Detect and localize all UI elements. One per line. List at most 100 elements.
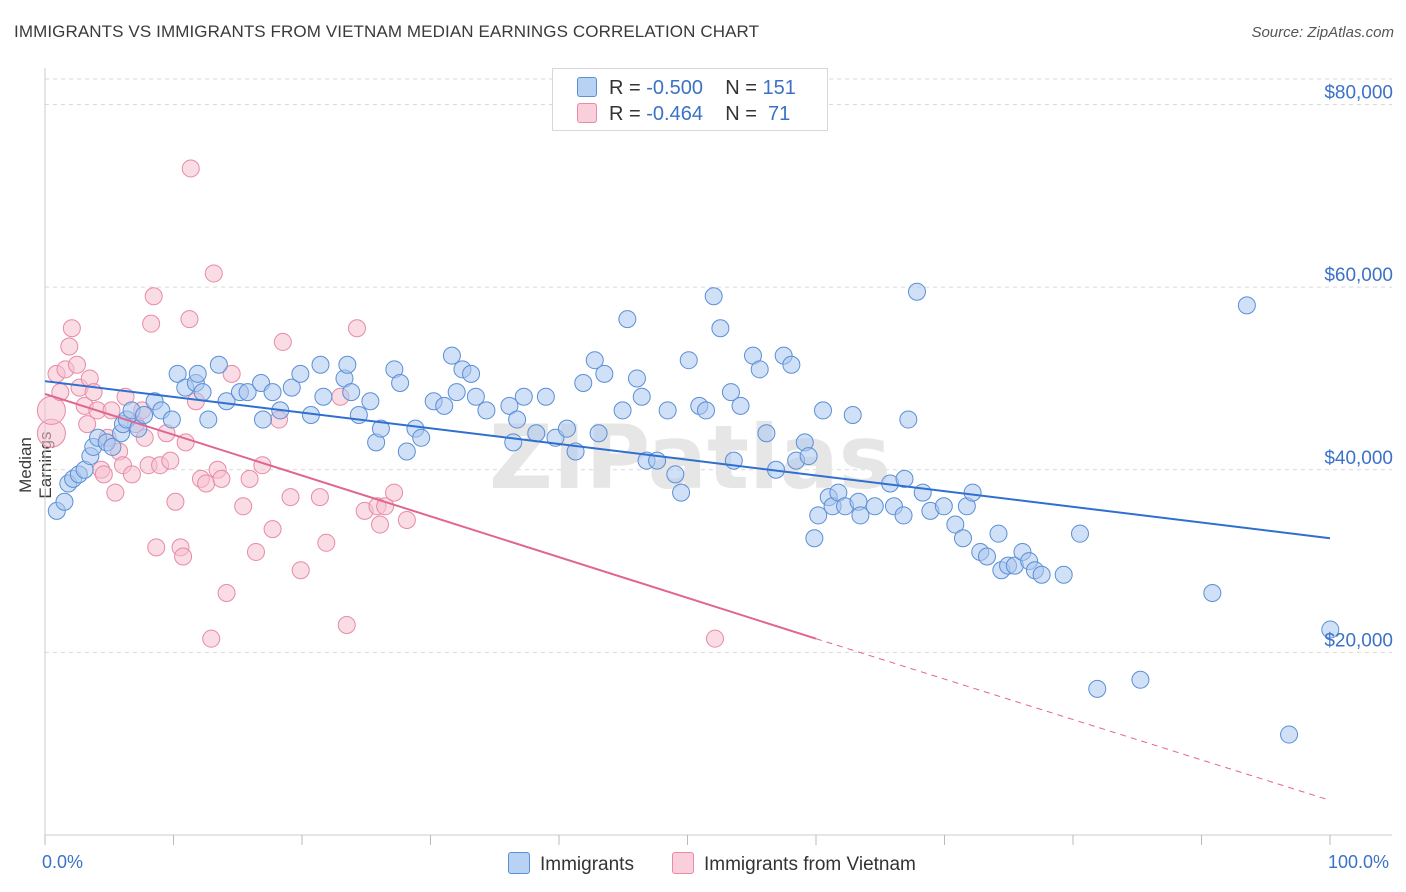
- vietnam-point: [371, 515, 389, 534]
- vietnam-point: [60, 337, 79, 356]
- vietnam-point: [212, 469, 231, 488]
- immigrants-point: [1131, 670, 1150, 689]
- vietnam-point: [204, 264, 223, 283]
- n-value: 71: [762, 103, 791, 125]
- immigrants-point: [613, 401, 632, 420]
- vietnam-point: [263, 520, 282, 539]
- gridlines: [45, 78, 1392, 653]
- immigrants-point: [557, 419, 576, 438]
- r-label: R =: [609, 103, 647, 125]
- immigrants-point: [1203, 584, 1222, 603]
- immigrants-point: [1032, 565, 1051, 584]
- immigrants-point: [135, 405, 154, 424]
- y-tick-label: $40,000: [1324, 448, 1393, 469]
- immigrants-point: [843, 405, 862, 424]
- immigrants-point: [314, 387, 333, 406]
- vietnam-point: [337, 615, 356, 634]
- vietnam-point: [106, 483, 125, 502]
- vietnam-point: [291, 561, 310, 580]
- immigrants-point: [814, 401, 832, 420]
- immigrants-point: [1088, 679, 1107, 698]
- vietnam-point: [180, 310, 199, 329]
- immigrants-point: [679, 351, 698, 370]
- r-value: -0.500: [646, 77, 703, 99]
- immigrants-point: [627, 369, 646, 388]
- immigrants-point: [397, 442, 416, 461]
- immigrants-point: [632, 387, 651, 406]
- vietnam-point: [234, 497, 253, 516]
- immigrants-point: [574, 374, 593, 393]
- immigrants-point: [361, 392, 380, 411]
- chart-title: IMMIGRANTS VS IMMIGRANTS FROM VIETNAM ME…: [14, 22, 760, 41]
- immigrants-point: [750, 360, 769, 379]
- immigrants-point: [103, 437, 122, 456]
- immigrants-points: [47, 282, 1340, 744]
- immigrants-point: [865, 497, 884, 516]
- immigrants-point: [168, 364, 187, 383]
- immigrants-point: [263, 383, 282, 402]
- immigrants-point: [799, 447, 818, 466]
- immigrants-point: [963, 483, 982, 502]
- immigrants-point: [504, 433, 523, 452]
- immigrants-point: [209, 355, 228, 374]
- vietnam-point: [161, 451, 180, 470]
- vietnam-point: [376, 497, 395, 516]
- vietnam-point: [142, 314, 161, 333]
- vietnam-point: [94, 465, 113, 484]
- blue-swatch-icon: [508, 852, 530, 874]
- immigrants-point: [217, 392, 236, 411]
- x-tick-min: 0.0%: [42, 852, 84, 872]
- immigrants-point: [193, 383, 212, 402]
- immigrants-point: [697, 401, 716, 420]
- immigrants-point: [55, 492, 74, 511]
- r-label: R =: [609, 77, 647, 99]
- vietnam-point: [281, 488, 300, 507]
- immigrants-point: [282, 378, 301, 397]
- pink-swatch-icon: [672, 852, 694, 874]
- immigrants-point: [508, 410, 527, 429]
- immigrants-point: [989, 524, 1008, 543]
- immigrants-point: [442, 346, 461, 365]
- pink-swatch-icon: [577, 103, 597, 123]
- vietnam-point: [78, 415, 97, 434]
- immigrants-point: [907, 282, 926, 301]
- bottom-legend-vietnam: Immigrants from Vietnam: [672, 852, 916, 876]
- immigrants-point: [435, 396, 454, 415]
- immigrants-point: [188, 364, 207, 383]
- immigrants-point: [253, 410, 272, 429]
- immigrants-point: [412, 428, 431, 447]
- trend-lines: [44, 380, 1331, 801]
- y-tick-label: $60,000: [1324, 265, 1393, 286]
- vietnam-point: [397, 510, 416, 529]
- immigrants-point: [618, 310, 637, 329]
- vietnam-point: [202, 629, 221, 648]
- immigrants-point: [757, 424, 776, 443]
- immigrants-point: [672, 483, 691, 502]
- correlation-legend: R = -0.500 N = 151 R = -0.464 N = 71: [552, 68, 828, 131]
- immigrants-point: [291, 364, 310, 383]
- vietnam-point: [347, 319, 366, 338]
- immigrants-point: [782, 355, 801, 374]
- immigrants-point: [199, 410, 218, 429]
- y-tick-label: $80,000: [1324, 83, 1393, 104]
- vietnam-point: [310, 488, 329, 507]
- vietnam-point: [174, 547, 193, 566]
- immigrants-point: [466, 387, 485, 406]
- immigrants-point: [894, 506, 913, 525]
- vietnam-point: [197, 474, 216, 493]
- legend-label: Immigrants: [540, 854, 634, 875]
- immigrants-point: [1321, 620, 1340, 639]
- legend-row-vietnam: R = -0.464 N = 71: [577, 103, 790, 126]
- immigrants-point: [311, 355, 330, 374]
- immigrants-point: [946, 515, 965, 534]
- vietnam-point: [217, 584, 236, 603]
- immigrants-point: [1054, 565, 1073, 584]
- n-value: 151: [762, 77, 796, 99]
- vietnam-point: [67, 355, 86, 374]
- legend-label: Immigrants from Vietnam: [704, 854, 916, 875]
- vietnam-point: [122, 465, 141, 484]
- immigrants-point: [585, 351, 604, 370]
- immigrants-point: [704, 287, 723, 306]
- x-tick-max: 100.0%: [1328, 852, 1390, 872]
- axes: [44, 68, 1392, 845]
